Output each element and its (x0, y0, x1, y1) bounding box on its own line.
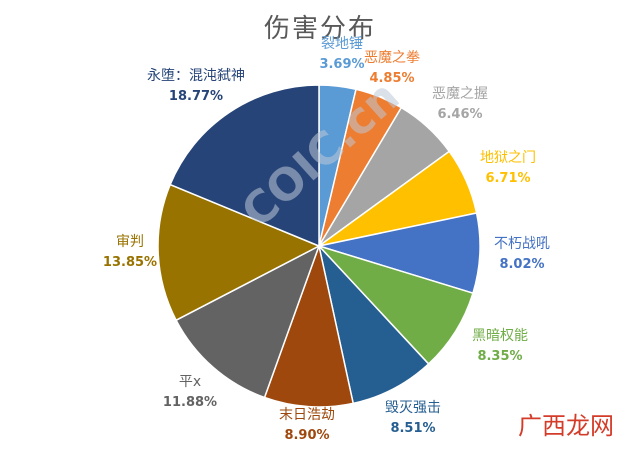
slice-percent-label: 8.51% (390, 421, 435, 436)
slice-label: 恶魔之握 (432, 86, 488, 102)
slice-percent-label: 8.02% (499, 257, 544, 272)
slice-percent-label: 3.69% (319, 57, 364, 72)
chart-title: 伤害分布 (263, 14, 376, 44)
slice-percent-label: 6.71% (485, 171, 530, 186)
site-mark-text: 广西龙网 (518, 412, 614, 440)
slice-label: 永堕：混沌弑神 (147, 67, 245, 84)
pie-slice (157, 183, 321, 322)
slice-label: 平x (179, 374, 201, 390)
slice-percent-label: 13.85% (103, 255, 157, 270)
slice-percent-label: 8.90% (284, 428, 329, 443)
slice-label: 恶魔之拳 (364, 50, 420, 66)
slice-percent-label: 4.85% (369, 71, 414, 86)
slice-percent-label: 11.88% (163, 395, 217, 410)
pie-slice (317, 243, 430, 405)
slice-label: 裂地锤 (321, 36, 363, 52)
slice-percent-label: 18.77% (169, 89, 223, 104)
slice-percent-label: 8.35% (477, 349, 522, 364)
pie-slice (263, 243, 355, 408)
slice-label: 不朽战吼 (494, 236, 550, 252)
slice-label: 末日浩劫 (279, 407, 335, 423)
pie-slice (175, 244, 321, 399)
slice-label: 黑暗权能 (472, 328, 528, 344)
slice-label: 审判 (116, 234, 144, 250)
slice-label: 地狱之门 (480, 150, 536, 166)
slice-percent-label: 6.46% (437, 107, 482, 122)
pie-slice (169, 84, 320, 248)
slice-label: 毁灭强击 (385, 400, 441, 416)
